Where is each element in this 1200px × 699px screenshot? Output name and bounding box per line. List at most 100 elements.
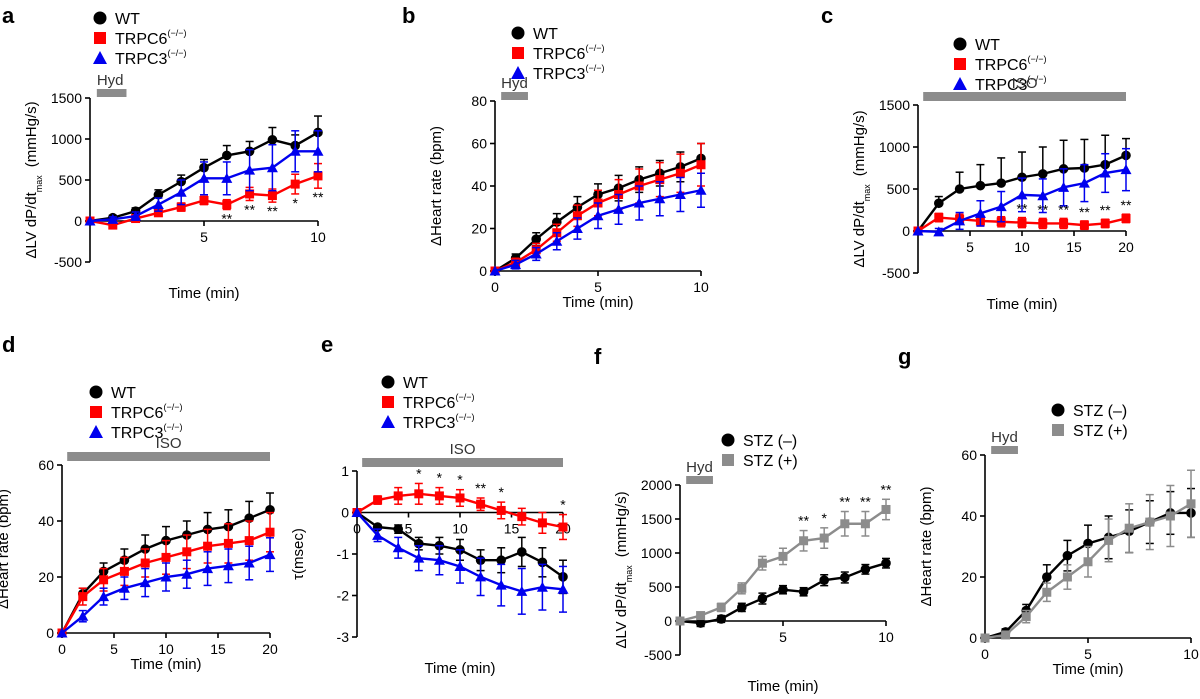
y-axis-title-main: ΔLV dP/dt	[23, 191, 40, 258]
data-point	[176, 202, 186, 212]
significance-marker: **	[798, 513, 809, 529]
series-trpc3	[351, 507, 569, 615]
data-point	[1083, 557, 1093, 567]
data-point	[798, 586, 809, 597]
data-point	[84, 215, 96, 226]
y-tick-label: 1	[341, 463, 349, 479]
legend-superscript: (−/−)	[167, 48, 186, 58]
legend-label: TRPC3(−/−)	[111, 422, 182, 442]
data-point	[433, 554, 445, 565]
data-point	[572, 211, 582, 221]
y-tick-label: -1	[337, 546, 350, 562]
significance-marker: **	[1037, 201, 1048, 217]
series-trpc6	[352, 482, 568, 541]
data-point	[536, 581, 548, 592]
x-tick-label: 10	[452, 521, 468, 537]
data-point	[530, 248, 542, 259]
x-tick-label: 5	[200, 229, 208, 245]
panel-label: d	[2, 332, 15, 357]
y-tick-label: 0	[664, 613, 672, 629]
y-tick-label: 1500	[641, 511, 672, 527]
data-point	[373, 495, 383, 505]
treatment-bar	[96, 89, 127, 97]
y-axis-title-unit: (mmHg/s)	[851, 110, 868, 176]
legend-marker-stz_pos	[1052, 424, 1064, 436]
legend-marker-trpc3	[511, 66, 525, 79]
legend-name: TRPC3	[115, 51, 168, 68]
legend-name: WT	[975, 37, 1000, 54]
y-tick-label: -2	[337, 588, 350, 604]
y-tick-label: -3	[337, 629, 350, 645]
legend-superscript: (−/−)	[1027, 54, 1046, 64]
legend: STZ (–) STZ (+)	[721, 433, 798, 470]
y-tick-label: 500	[649, 579, 673, 595]
x-axis-title: Time (min)	[424, 660, 495, 677]
x-tick-label: 0	[491, 279, 499, 295]
x-tick-label: 20	[262, 641, 278, 657]
legend-superscript: (−/−)	[1027, 74, 1046, 84]
data-point	[222, 150, 232, 161]
series-trpc3	[489, 172, 707, 276]
legend-label: TRPC6(−/−)	[975, 54, 1046, 74]
y-tick-label: -500	[882, 265, 910, 281]
data-point	[203, 541, 213, 551]
legend-name: TRPC3	[533, 66, 586, 83]
data-point	[737, 583, 747, 593]
x-tick-label: 5	[1084, 646, 1092, 662]
data-point	[78, 592, 88, 602]
y-tick-label: 0	[479, 263, 487, 279]
data-point	[1058, 181, 1070, 192]
panel-a: a WTTRPC6(−/−)TRPC3(−/−)Hyd-5000500100015…	[2, 3, 326, 302]
significance-marker: *	[457, 472, 463, 488]
series-stz_pos	[675, 498, 891, 626]
data-point	[495, 579, 507, 590]
data-point	[1016, 189, 1028, 200]
significance-marker: *	[416, 465, 422, 481]
data-point	[778, 584, 788, 595]
legend-name: STZ (–)	[1073, 403, 1127, 420]
significance-marker: **	[221, 211, 232, 227]
data-point	[551, 235, 563, 246]
x-tick-label: 20	[1118, 239, 1134, 255]
data-point	[118, 582, 130, 593]
data-point	[1120, 164, 1132, 175]
data-point	[819, 575, 829, 585]
legend-label: WT	[975, 37, 1000, 54]
x-axis-title: Time (min)	[168, 285, 239, 302]
x-tick-label: 5	[966, 239, 974, 255]
y-tick-label: 80	[471, 93, 487, 109]
data-point	[980, 633, 990, 643]
data-point	[245, 189, 255, 199]
data-point	[351, 507, 363, 517]
data-point	[222, 560, 234, 571]
data-point	[160, 571, 172, 582]
y-axis-title: ΔLV dP/dtmax (mmHg/s)	[851, 110, 872, 267]
treatment-bar	[501, 92, 528, 100]
treatment-bar-label: ISO	[1012, 75, 1038, 92]
legend-label: STZ (–)	[1073, 403, 1127, 420]
legend-superscript: (−/−)	[585, 43, 604, 53]
data-point	[954, 184, 965, 194]
y-axis-title-unit: (mmHg/s)	[23, 101, 40, 167]
legend-label: WT	[115, 11, 140, 28]
data-point	[223, 538, 233, 548]
legend-name: TRPC6	[975, 57, 1028, 74]
y-tick-label: 1500	[51, 90, 82, 106]
data-point	[531, 234, 541, 244]
series-stz_pos	[980, 469, 1196, 643]
data-point	[130, 210, 142, 221]
legend-name: WT	[533, 26, 558, 43]
data-point	[476, 499, 486, 509]
data-point	[1021, 612, 1031, 622]
legend-label: WT	[533, 26, 558, 43]
data-point	[537, 518, 547, 528]
data-point	[107, 213, 119, 224]
x-tick-label: 5	[779, 629, 787, 645]
significance-marker: **	[313, 189, 324, 205]
y-tick-label: 60	[471, 136, 487, 152]
y-tick-label: 60	[38, 457, 54, 473]
